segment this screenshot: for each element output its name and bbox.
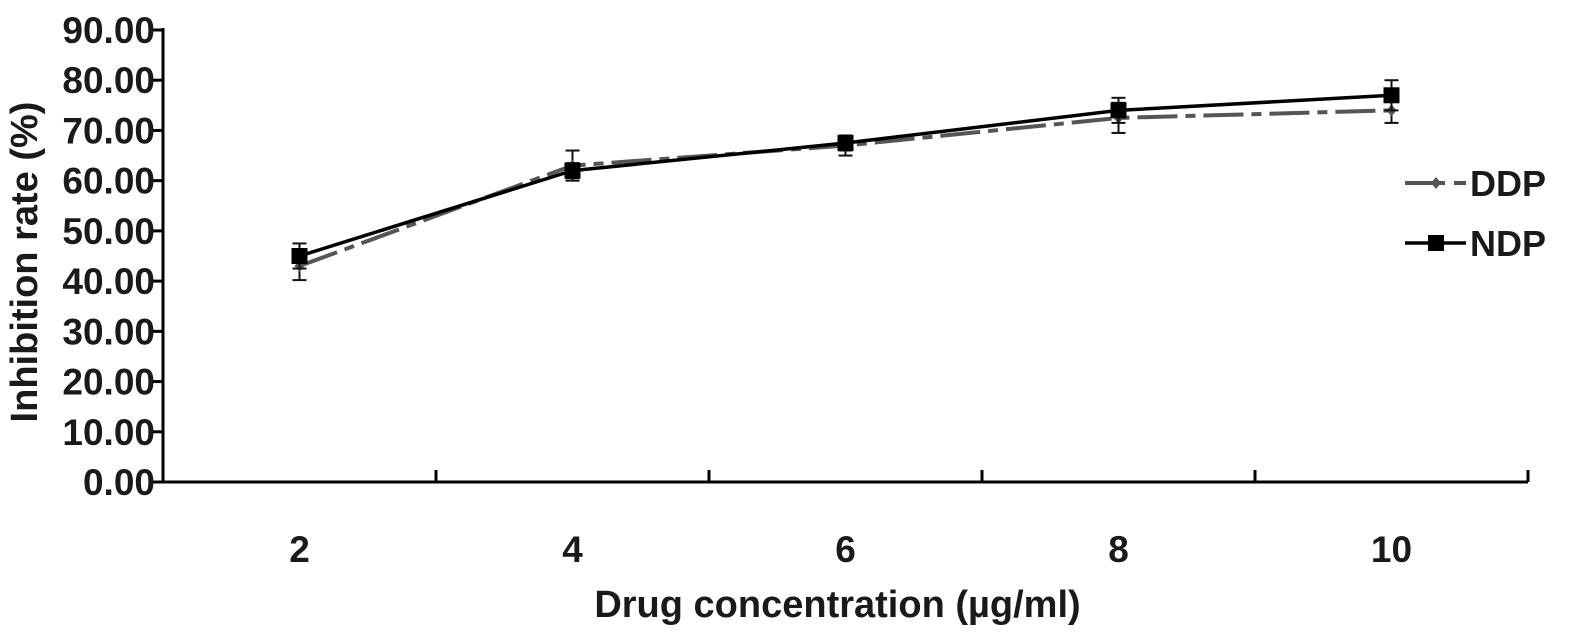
ndp-series	[291, 79, 1400, 270]
y-tick-label: 70.00	[62, 110, 155, 151]
y-axis-ticks: 0.00 10.00 20.00 30.00 40.00 50.00 60.00 70.00 8…	[62, 10, 163, 503]
ndp-marker	[837, 135, 854, 151]
y-axis-title: Inhibition rate (%)	[4, 102, 46, 423]
y-tick-label: 50.00	[62, 211, 155, 252]
x-tick-label: 10	[1371, 529, 1412, 570]
plot-series	[291, 79, 1400, 282]
ndp-line	[298, 93, 1392, 258]
y-tick-label: 90.00	[62, 10, 155, 51]
ndp-marker	[1428, 235, 1444, 251]
y-tick-label: 20.00	[62, 362, 155, 403]
y-tick-label: 60.00	[62, 161, 155, 202]
x-tick-label: 8	[1108, 529, 1129, 570]
ddp-series	[292, 96, 1399, 282]
legend-item-ddp: DDP	[1405, 163, 1546, 204]
y-tick-label: 80.00	[62, 60, 155, 101]
y-tick-label: 40.00	[62, 261, 155, 302]
legend-item-ndp: NDP	[1405, 223, 1546, 264]
ddp-line	[298, 108, 1392, 268]
ddp-marker	[1431, 177, 1441, 189]
x-tick-label: 6	[835, 529, 856, 570]
x-axis-title: Drug concentration (µg/ml)	[594, 584, 1080, 626]
x-tick-label: 4	[562, 529, 583, 570]
x-axis-ticks	[434, 470, 1530, 482]
legend: DDP NDP	[1405, 163, 1546, 264]
legend-label: DDP	[1470, 163, 1546, 204]
ndp-marker	[1383, 87, 1400, 104]
ndp-marker	[1110, 102, 1127, 119]
ndp-marker	[564, 162, 581, 179]
y-tick-label: 10.00	[62, 412, 155, 453]
x-axis-tick-labels: 2 4 6 8 10	[289, 529, 1412, 570]
x-tick-label: 2	[289, 529, 310, 570]
legend-label: NDP	[1470, 223, 1546, 264]
axes	[161, 28, 1528, 484]
y-tick-label: 30.00	[62, 311, 155, 352]
ndp-marker	[291, 248, 308, 264]
y-tick-label: 0.00	[83, 462, 155, 503]
